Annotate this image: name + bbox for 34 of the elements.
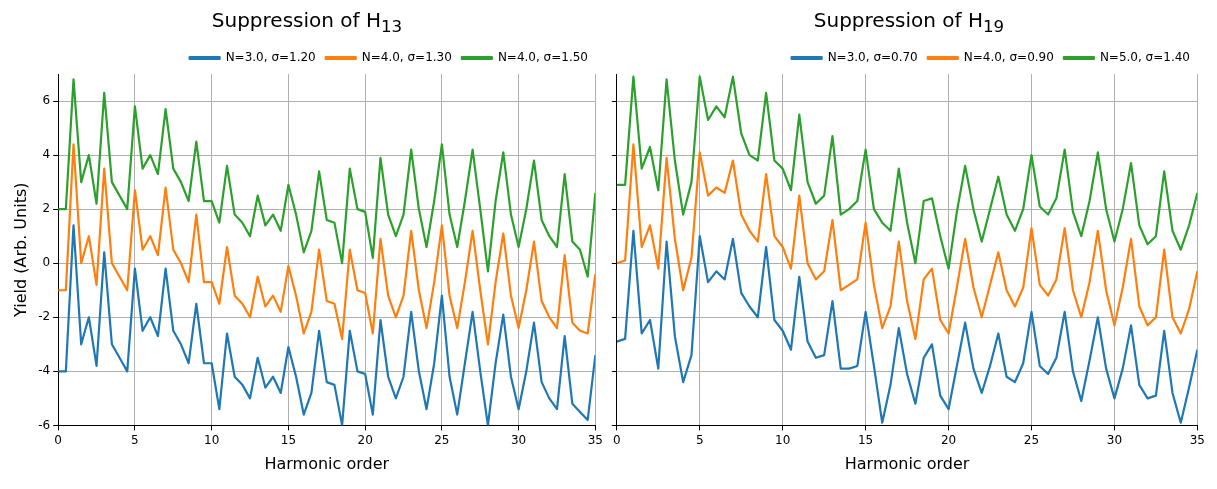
y-tick-label: 2 xyxy=(42,201,51,216)
x-tick-label: 15 xyxy=(857,432,874,447)
x-tick-label: 10 xyxy=(775,432,791,447)
x-tick-label: 30 xyxy=(1106,432,1123,447)
x-tick-label: 15 xyxy=(280,432,297,447)
y-tick-label: 0 xyxy=(42,255,51,270)
x-tick-label: 20 xyxy=(940,432,957,447)
y-tick-label: 4 xyxy=(42,147,51,162)
x-axis-title: Harmonic order xyxy=(844,453,970,473)
chart-title: Suppression of H$_{13}$ xyxy=(211,8,403,38)
x-tick-label: 25 xyxy=(1023,432,1040,447)
y-axis-title: Yield (Arb. Units) xyxy=(10,182,30,318)
x-tick-label: 5 xyxy=(131,432,139,447)
y-tick-label: -2 xyxy=(38,309,51,324)
x-tick-label: 35 xyxy=(587,432,604,447)
x-tick-label: 10 xyxy=(204,432,220,447)
x-tick-label: 0 xyxy=(613,432,621,447)
legend-label: N=4.0, σ=0.90 xyxy=(963,50,1054,65)
x-tick-label: 0 xyxy=(54,432,62,447)
x-tick-label: 5 xyxy=(695,432,704,447)
legend-label: N=4.0, σ=1.30 xyxy=(361,50,452,65)
legend-label: N=4.0, σ=1.50 xyxy=(497,50,588,65)
x-tick-label: 35 xyxy=(1189,432,1206,447)
y-tick-label: -6 xyxy=(38,417,51,432)
x-axis-title: Harmonic order xyxy=(264,453,390,473)
legend-label: N=5.0, σ=1.40 xyxy=(1099,50,1190,65)
x-tick-label: 20 xyxy=(357,432,373,447)
y-tick-label: -4 xyxy=(38,363,51,378)
chart-title: Suppression of H$_{19}$ xyxy=(813,8,1005,38)
legend-label: N=3.0, σ=0.70 xyxy=(827,50,918,65)
x-tick-label: 25 xyxy=(434,432,450,447)
legend-label: N=3.0, σ=1.20 xyxy=(225,50,316,65)
y-tick-label: 6 xyxy=(42,93,51,108)
x-tick-label: 30 xyxy=(510,432,527,447)
